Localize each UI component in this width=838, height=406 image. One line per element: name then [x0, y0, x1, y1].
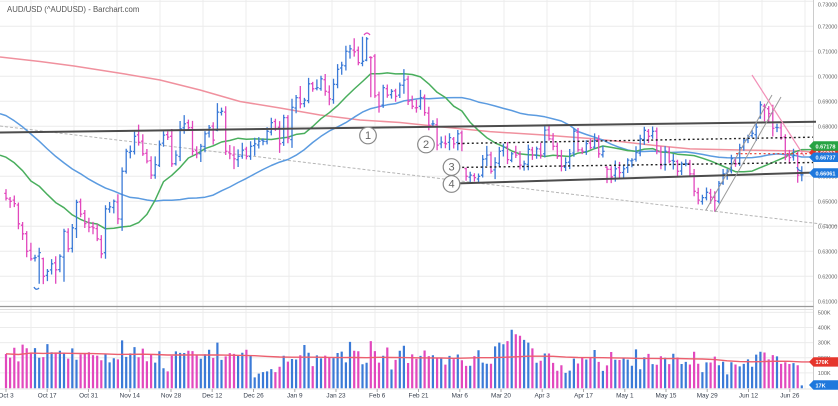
svg-text:Jan 23: Jan 23: [326, 393, 346, 400]
svg-text:500K: 500K: [818, 311, 831, 317]
svg-text:0.69000: 0.69000: [818, 99, 838, 105]
svg-text:May 29: May 29: [697, 393, 718, 400]
svg-text:1: 1: [365, 130, 371, 142]
svg-text:Jun 12: Jun 12: [739, 393, 759, 400]
svg-text:Oct 31: Oct 31: [79, 393, 98, 400]
svg-text:Jan 9: Jan 9: [287, 393, 303, 400]
svg-text:Feb 6: Feb 6: [369, 393, 386, 400]
svg-text:May 1: May 1: [616, 393, 634, 400]
svg-text:17K: 17K: [816, 383, 826, 389]
svg-text:0.72000: 0.72000: [818, 24, 838, 30]
svg-text:0.70000: 0.70000: [818, 74, 838, 80]
svg-text:Nov 28: Nov 28: [161, 393, 182, 400]
svg-text:Mar 6: Mar 6: [452, 393, 469, 400]
svg-text:Jun 26: Jun 26: [780, 393, 800, 400]
svg-text:300K: 300K: [818, 341, 831, 347]
svg-text:Oct 3: Oct 3: [0, 393, 14, 400]
svg-text:0.73000: 0.73000: [818, 2, 838, 8]
svg-text:0.62000: 0.62000: [818, 274, 838, 280]
svg-text:170K: 170K: [816, 360, 829, 366]
svg-text:Mar 20: Mar 20: [491, 393, 511, 400]
svg-text:0.61000: 0.61000: [818, 299, 838, 305]
svg-text:Dec 12: Dec 12: [202, 393, 223, 400]
svg-text:Oct 17: Oct 17: [38, 393, 57, 400]
svg-text:0.63000: 0.63000: [818, 249, 838, 255]
svg-text:Feb 21: Feb 21: [409, 393, 429, 400]
svg-text:100K: 100K: [818, 371, 831, 377]
svg-text:400K: 400K: [818, 326, 831, 332]
svg-text:0.66061: 0.66061: [816, 171, 836, 177]
svg-text:AUD/USD (^AUDUSD) - Barchart.c: AUD/USD (^AUDUSD) - Barchart.com: [7, 5, 139, 14]
svg-text:3: 3: [448, 162, 454, 174]
svg-text:0.67178: 0.67178: [816, 144, 836, 150]
svg-text:0.68000: 0.68000: [818, 124, 838, 130]
svg-text:0.64000: 0.64000: [818, 224, 838, 230]
svg-text:Dec 26: Dec 26: [243, 393, 264, 400]
svg-text:0.65000: 0.65000: [818, 199, 838, 205]
svg-text:4: 4: [448, 179, 454, 191]
svg-text:Apr 3: Apr 3: [535, 393, 551, 400]
svg-text:Apr 17: Apr 17: [574, 393, 593, 400]
svg-text:0.66737: 0.66737: [816, 156, 836, 162]
svg-text:Nov 14: Nov 14: [120, 393, 141, 400]
svg-text:0.71000: 0.71000: [818, 49, 838, 55]
svg-text:2: 2: [423, 139, 429, 151]
svg-text:May 15: May 15: [656, 393, 677, 400]
